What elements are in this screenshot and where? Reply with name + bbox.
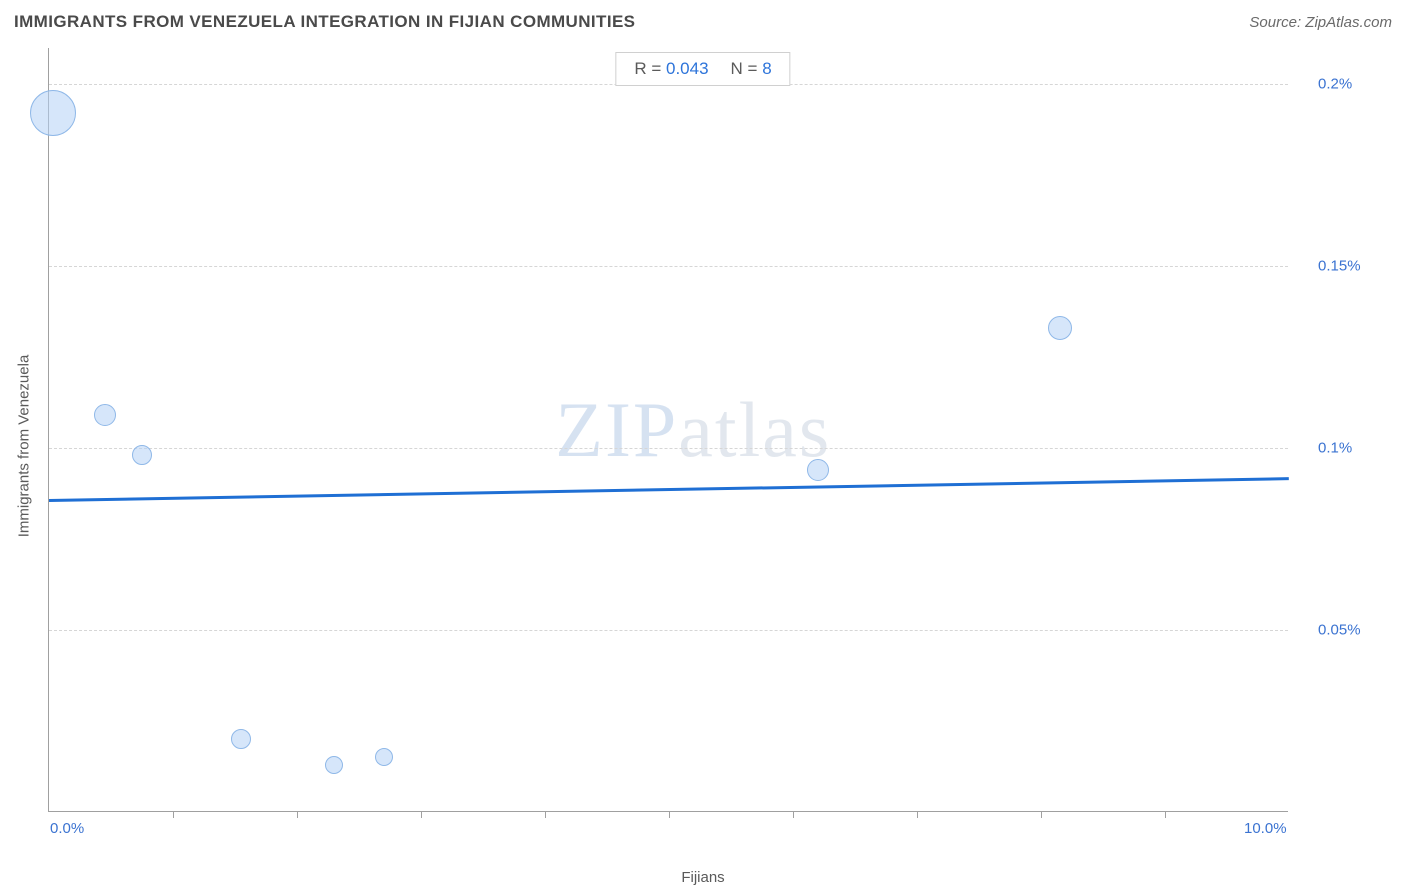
stat-n-label: N =: [731, 59, 763, 78]
x-axis-max-label: 10.0%: [1244, 820, 1287, 837]
source-attribution: Source: ZipAtlas.com: [1249, 14, 1392, 31]
x-tick: [173, 811, 174, 818]
data-point: [132, 445, 152, 465]
x-tick: [421, 811, 422, 818]
watermark: ZIPatlas: [555, 385, 831, 475]
stat-r: R = 0.043: [634, 59, 708, 79]
x-tick: [1041, 811, 1042, 818]
y-tick-label: 0.2%: [1318, 76, 1352, 93]
x-tick: [297, 811, 298, 818]
watermark-atlas: atlas: [678, 386, 831, 473]
x-tick: [669, 811, 670, 818]
x-tick: [545, 811, 546, 818]
y-tick-label: 0.15%: [1318, 258, 1361, 275]
y-axis-label: Immigrants from Venezuela: [16, 355, 33, 538]
source-name: ZipAtlas.com: [1305, 14, 1392, 31]
data-point: [94, 404, 116, 426]
source-prefix: Source:: [1249, 14, 1305, 31]
plot-area: ZIPatlas: [48, 48, 1288, 812]
y-tick-label: 0.05%: [1318, 622, 1361, 639]
chart-title: IMMIGRANTS FROM VENEZUELA INTEGRATION IN…: [14, 12, 635, 32]
gridline: [49, 266, 1288, 267]
x-axis-label: Fijians: [681, 869, 724, 886]
data-point: [1048, 316, 1072, 340]
x-tick: [1165, 811, 1166, 818]
stat-r-value: 0.043: [666, 59, 709, 78]
x-tick: [917, 811, 918, 818]
data-point: [325, 756, 343, 774]
stat-n: N = 8: [731, 59, 772, 79]
stat-n-value: 8: [762, 59, 771, 78]
watermark-zip: ZIP: [555, 386, 678, 473]
gridline: [49, 448, 1288, 449]
x-axis-min-label: 0.0%: [50, 820, 84, 837]
y-tick-label: 0.1%: [1318, 440, 1352, 457]
stats-box: R = 0.043 N = 8: [615, 52, 790, 86]
data-point: [231, 729, 251, 749]
data-point: [807, 459, 829, 481]
data-point: [30, 90, 76, 136]
x-tick: [793, 811, 794, 818]
stat-r-label: R =: [634, 59, 666, 78]
gridline: [49, 630, 1288, 631]
header: IMMIGRANTS FROM VENEZUELA INTEGRATION IN…: [0, 0, 1406, 44]
trend-line: [49, 477, 1289, 502]
data-point: [375, 748, 393, 766]
